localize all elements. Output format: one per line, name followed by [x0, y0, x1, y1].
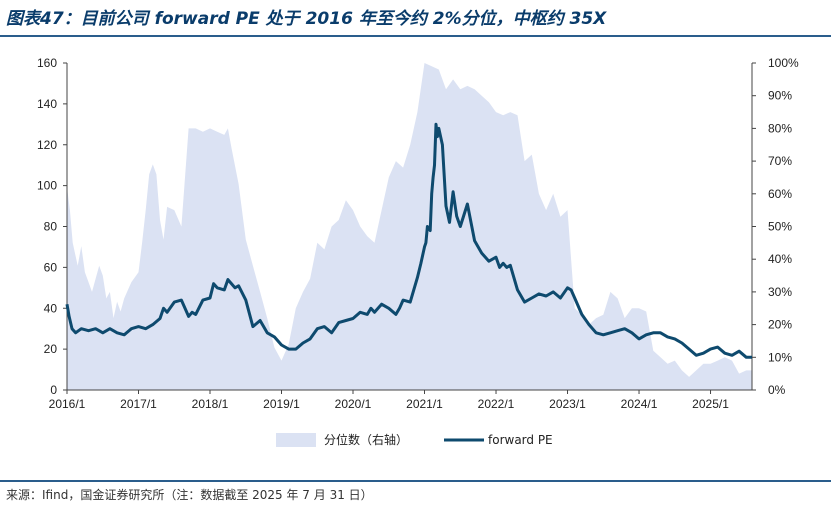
- right-axis-tick-label: 50%: [768, 220, 792, 234]
- chart-canvas: 0 20 40 60 80 100 120 140 160 0% 10% 20% 30% 40% 50% 60…: [37, 56, 799, 447]
- legend-label-percentile: 分位数（右轴）: [324, 432, 408, 447]
- x-axis-tick-label: 2020/1: [335, 397, 372, 411]
- forward-pe-line: [65, 122, 752, 359]
- left-axis-tick-label: 140: [37, 97, 57, 111]
- legend-label-forward-pe: forward PE: [488, 433, 553, 447]
- x-axis-tick-label: 2024/1: [621, 397, 658, 411]
- right-axis-tick-label: 30%: [768, 285, 792, 299]
- percentile-area: [67, 63, 752, 390]
- right-axis-tick-label: 80%: [768, 121, 792, 135]
- left-axis-tick-label: 60: [44, 260, 58, 274]
- left-axis-tick-label: 80: [44, 220, 58, 234]
- left-axis-tick-label: 120: [37, 138, 57, 152]
- x-axis-tick-label: 2025/1: [692, 397, 729, 411]
- x-axis-tick-label: 2017/1: [120, 397, 157, 411]
- left-axis-tick-label: 100: [37, 179, 57, 193]
- right-axis-tick-label: 0%: [768, 383, 786, 397]
- right-axis-tick-label: 60%: [768, 187, 792, 201]
- right-axis-tick-label: 70%: [768, 154, 792, 168]
- left-axis-tick-label: 20: [44, 342, 58, 356]
- source-note: 来源：Ifind，国金证券研究所（注：数据截至 2025 年 7 月 31 日）: [6, 488, 373, 502]
- x-axis-tick-label: 2016/1: [49, 397, 86, 411]
- footer-divider: [0, 480, 831, 482]
- right-axis-tick-label: 20%: [768, 318, 792, 332]
- left-axis-tick-label: 0: [50, 383, 57, 397]
- right-axis-tick-label: 10%: [768, 350, 792, 364]
- right-axis-tick-label: 100%: [768, 56, 799, 70]
- title-divider: [0, 35, 831, 37]
- x-axis-tick-label: 2022/1: [478, 397, 515, 411]
- x-axis-tick-label: 2021/1: [406, 397, 443, 411]
- chart-title: 图表47：目前公司 forward PE 处于 2016 年至今约 2%分位，中…: [6, 9, 607, 29]
- x-axis-tick-label: 2018/1: [192, 397, 229, 411]
- legend-swatch-percentile: [276, 433, 316, 447]
- x-axis-tick-label: 2023/1: [549, 397, 586, 411]
- left-axis-tick-label: 160: [37, 56, 57, 70]
- left-axis-tick-label: 40: [44, 301, 58, 315]
- right-axis-tick-label: 90%: [768, 89, 792, 103]
- x-axis-tick-label: 2019/1: [263, 397, 300, 411]
- right-axis-tick-label: 40%: [768, 252, 792, 266]
